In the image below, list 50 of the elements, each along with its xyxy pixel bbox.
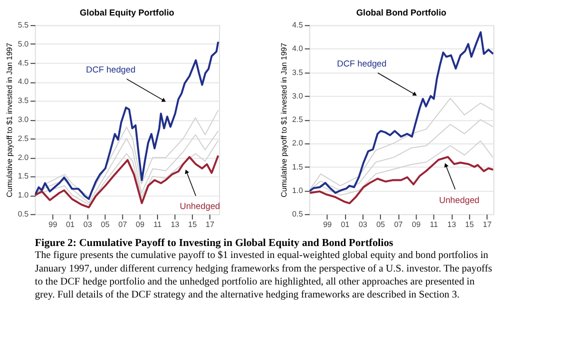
y-tick-label: 5.0 [18, 39, 29, 48]
y-tick-label: 3.5 [292, 68, 303, 77]
annotation: DCF hedged [86, 64, 136, 75]
text: The figure presents the cumulative payoff to $1 invested in equal-weighted global equity and bond portfolios in January 1997, under different currency hedging frameworks from the perspective of a U.S. investor. The payoffs to the DCF hedge portfolio and the unhedged portfolio are highlighted, all other approaches are presented in grey. Full details of the DCF strategy and the alternative hedging frameworks are described in Section 3. [34, 250, 492, 300]
x-tick-label: 99 [48, 220, 58, 230]
y-tick-label: 1.5 [292, 162, 303, 172]
y-tick-label: 2.0 [292, 138, 303, 148]
x-tick-label: 01 [340, 220, 350, 230]
x-tick-label: 03 [358, 220, 368, 230]
x-tick-label: 17 [206, 220, 214, 230]
chart-title: Global Equity Portfolio [80, 7, 174, 18]
annotation: DCF hedged [337, 58, 387, 68]
y-tick-label: 3.5 [18, 96, 29, 106]
y-tick-label: 4.5 [18, 58, 29, 68]
x-tick-label: 13 [447, 220, 456, 230]
chart-title: Global Bond Portfolio [356, 7, 446, 18]
y-tick-label: 4.0 [292, 44, 303, 54]
x-tick-label: 05 [376, 220, 385, 230]
x-tick-label: 01 [66, 220, 75, 230]
x-tick-label: 11 [154, 220, 162, 230]
annotation: Unhedged [439, 194, 480, 205]
x-tick-label: 15 [465, 220, 474, 230]
y-tick-label: 5.5 [18, 20, 29, 30]
y-tick-label: 3.0 [292, 91, 303, 100]
x-tick-label: 07 [118, 220, 127, 230]
x-tick-label: 05 [100, 220, 110, 230]
y-axis-title: Cumulative payoff to $1 invested in Jan 1997 [5, 42, 14, 198]
y-tick-label: 2.5 [292, 115, 303, 124]
y-tick-label: 0.5 [292, 210, 303, 219]
y-tick-label: 1.0 [18, 190, 29, 200]
annotation: Unhedged [180, 201, 220, 212]
y-tick-label: 1.0 [292, 186, 303, 195]
y-tick-label: 2.0 [18, 152, 29, 162]
y-axis-title: Cumulative payoff to $1 invested in Jan 1997 [279, 42, 288, 198]
x-tick-label: 99 [323, 220, 332, 230]
y-tick-label: 3.0 [18, 115, 29, 124]
x-tick-label: 11 [430, 220, 438, 230]
x-tick-label: 13 [170, 220, 180, 230]
x-tick-label: 15 [188, 220, 197, 230]
y-tick-label: 1.5 [18, 172, 29, 181]
y-tick-label: 4.0 [18, 77, 29, 86]
y-tick-label: 4.5 [292, 20, 303, 30]
x-tick-label: 07 [394, 220, 403, 230]
caption: Figure 2: Cumulative Payoff to Investing in Global Equity and Bond Portfolios [34, 238, 394, 250]
x-tick-label: 03 [83, 220, 92, 230]
y-tick-label: 0.5 [18, 210, 29, 219]
y-tick-label: 2.5 [18, 134, 29, 143]
x-tick-label: 09 [412, 220, 421, 230]
x-tick-label: 09 [136, 220, 144, 230]
x-tick-label: 17 [482, 220, 492, 230]
